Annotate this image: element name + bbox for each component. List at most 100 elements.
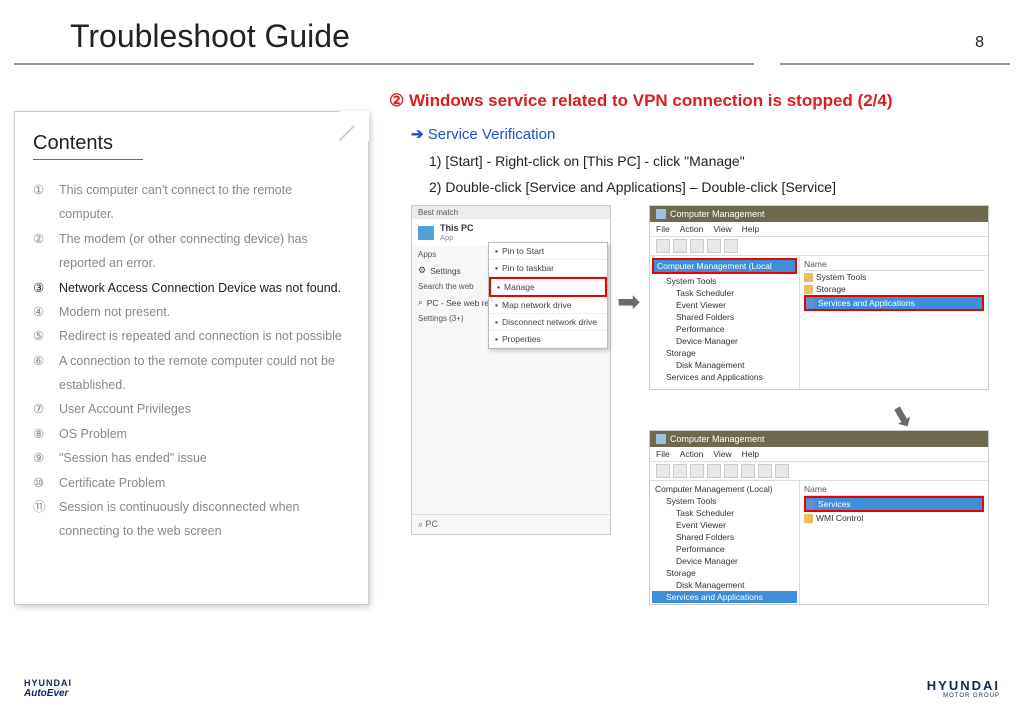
tree-item[interactable]: Storage [652, 567, 797, 579]
rp-item[interactable]: System Tools [804, 271, 984, 283]
tree-item[interactable]: Device Manager [652, 335, 797, 347]
tb-btn[interactable] [656, 464, 670, 478]
tb-btn[interactable] [758, 464, 772, 478]
section-num: ② [389, 91, 404, 110]
ctx-item[interactable]: ▪Manage [489, 277, 607, 297]
tree-item[interactable]: Disk Management [652, 359, 797, 371]
rp-item[interactable]: WMI Control [804, 512, 984, 524]
contents-item[interactable]: ③Network Access Connection Device was no… [33, 276, 350, 300]
toolbar-1 [650, 237, 988, 256]
menubar-2: File Action View Help [650, 447, 988, 462]
search-icon: ⌕ [418, 297, 423, 308]
tree-item[interactable]: Event Viewer [652, 299, 797, 311]
contents-item[interactable]: ⑨"Session has ended" issue [33, 446, 350, 470]
menu-help[interactable]: Help [742, 449, 759, 459]
tree-item[interactable]: System Tools [652, 495, 797, 507]
menu-action[interactable]: Action [680, 224, 704, 234]
tree-item[interactable]: Task Scheduler [652, 507, 797, 519]
step-2: 2) Double-click [Service and Application… [429, 179, 1010, 195]
tb-btn[interactable] [673, 464, 687, 478]
this-pc-label: This PC [440, 223, 474, 233]
contents-item[interactable]: ①This computer can't connect to the remo… [33, 178, 350, 227]
tb-btn[interactable] [775, 464, 789, 478]
screenshots: Best match This PC App Apps ⚙ Settings S… [411, 205, 1010, 605]
contents-item[interactable]: ⑩Certificate Problem [33, 471, 350, 495]
menu-view[interactable]: View [713, 449, 731, 459]
contents-item[interactable]: ②The modem (or other connecting device) … [33, 227, 350, 276]
step-1: 1) [Start] - Right-click on [This PC] - … [429, 153, 1010, 169]
rp-item-highlight[interactable]: Services [804, 496, 984, 512]
search-input[interactable]: ⌕ PC [412, 514, 610, 534]
menu-file[interactable]: File [656, 449, 670, 459]
tree-root[interactable]: Computer Management (Local) [652, 483, 797, 495]
tb-btn[interactable] [724, 464, 738, 478]
ctx-item[interactable]: ▪Pin to taskbar [489, 260, 607, 277]
rp-item[interactable]: Storage [804, 283, 984, 295]
menu-action[interactable]: Action [680, 449, 704, 459]
app-label: App [440, 233, 474, 242]
contents-item[interactable]: ⑦User Account Privileges [33, 397, 350, 421]
content-area: ② Windows service related to VPN connect… [369, 91, 1010, 605]
contents-item[interactable]: ⑧OS Problem [33, 422, 350, 446]
menu-view[interactable]: View [713, 224, 731, 234]
context-menu: ▪Pin to Start▪Pin to taskbar▪Manage▪Map … [488, 242, 608, 349]
ctx-item[interactable]: ▪Properties [489, 331, 607, 348]
ctx-item[interactable]: ▪Map network drive [489, 297, 607, 314]
tree-2: Computer Management (Local) System Tools… [650, 481, 800, 606]
tree-item[interactable]: Task Scheduler [652, 287, 797, 299]
toolbar-2 [650, 462, 988, 481]
tree-item[interactable]: Performance [652, 323, 797, 335]
tree-item[interactable]: Storage [652, 347, 797, 359]
contents-item[interactable]: ⑥A connection to the remote computer cou… [33, 349, 350, 398]
tree-item[interactable]: Device Manager [652, 555, 797, 567]
page-number: 8 [975, 34, 984, 52]
tb-btn[interactable] [707, 239, 721, 253]
pc-search-label: PC - See web re [427, 298, 489, 308]
section-title-text: Windows service related to VPN connectio… [409, 91, 893, 110]
header-rule [0, 63, 1024, 71]
tb-btn[interactable] [690, 239, 704, 253]
logo-autoever: HYUNDAI AutoEver [24, 678, 72, 699]
contents-item[interactable]: ⑪Session is continuously disconnected wh… [33, 495, 350, 544]
page-title: Troubleshoot Guide [70, 18, 350, 55]
ctx-item[interactable]: ▪Disconnect network drive [489, 314, 607, 331]
tb-btn[interactable] [673, 239, 687, 253]
right-pane-2: Name Services WMI Control [800, 481, 988, 606]
settings-label: Settings [430, 266, 461, 276]
menu-file[interactable]: File [656, 224, 670, 234]
tb-btn[interactable] [690, 464, 704, 478]
rp-item-highlight[interactable]: Services and Applications [804, 295, 984, 311]
footer: HYUNDAI AutoEver HYUNDAI MOTOR GROUP [0, 678, 1024, 699]
contents-title: Contents [33, 132, 350, 155]
contents-panel: Contents ①This computer can't connect to… [14, 111, 369, 605]
pc-icon [418, 226, 434, 240]
menubar-1: File Action View Help [650, 222, 988, 237]
best-match-label: Best match [412, 206, 610, 219]
rp-header: Name [804, 483, 984, 496]
header: Troubleshoot Guide 8 [0, 0, 1024, 63]
tree-item[interactable]: Performance [652, 543, 797, 555]
tree-item[interactable]: Services and Applications [652, 591, 797, 603]
tree-root[interactable]: Computer Management (Local [652, 258, 797, 274]
contents-item[interactable]: ⑤Redirect is repeated and connection is … [33, 324, 350, 348]
ctx-item[interactable]: ▪Pin to Start [489, 243, 607, 260]
tree-item[interactable]: Disk Management [652, 579, 797, 591]
tree-item[interactable]: Services and Applications [652, 371, 797, 383]
logo-hyundai: HYUNDAI MOTOR GROUP [927, 678, 1000, 699]
window-icon [656, 209, 666, 219]
tb-btn[interactable] [741, 464, 755, 478]
rp-header: Name [804, 258, 984, 271]
comp-mgmt-window-1: Computer Management File Action View Hel… [649, 205, 989, 390]
tb-btn[interactable] [724, 239, 738, 253]
contents-item[interactable]: ④Modem not present. [33, 300, 350, 324]
arrow-icon: ➔ [411, 126, 424, 143]
tb-btn[interactable] [656, 239, 670, 253]
tree-item[interactable]: Shared Folders [652, 311, 797, 323]
gear-icon: ⚙ [418, 265, 426, 276]
tree-item[interactable]: System Tools [652, 275, 797, 287]
tree-item[interactable]: Event Viewer [652, 519, 797, 531]
tree-item[interactable]: Shared Folders [652, 531, 797, 543]
tb-btn[interactable] [707, 464, 721, 478]
titlebar-1: Computer Management [650, 206, 988, 222]
menu-help[interactable]: Help [742, 224, 759, 234]
